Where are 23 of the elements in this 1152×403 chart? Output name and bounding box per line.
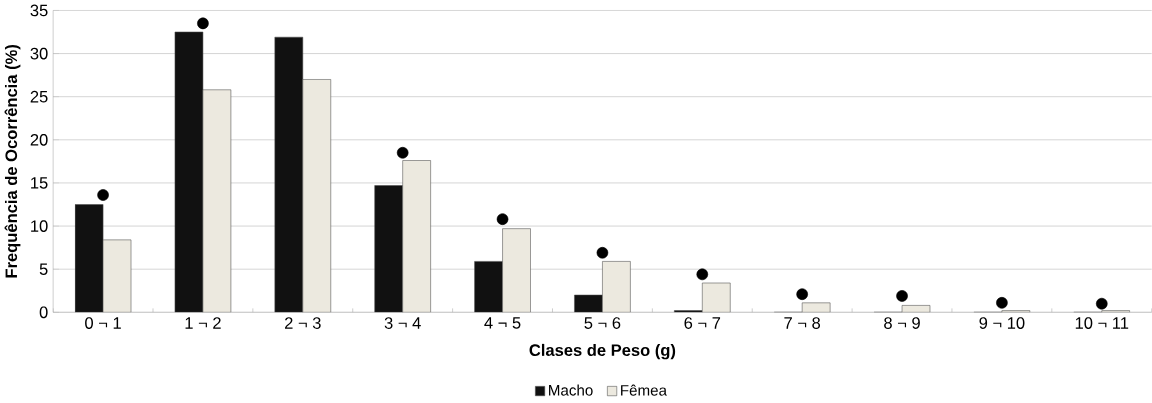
y-tick-label: 15 bbox=[31, 177, 48, 189]
y-tick-label: 30 bbox=[30, 47, 48, 60]
legend-label: Fêmea bbox=[621, 384, 667, 396]
y-tick-label: 0 bbox=[39, 306, 48, 319]
x-tick-label: 7 ¬ 8 bbox=[784, 317, 821, 329]
x-tick-label: 8 ¬ 9 bbox=[884, 317, 920, 329]
y-axis-title: Frequência de Ocorrência (%) bbox=[4, 44, 21, 278]
x-tick-label: 10 ¬ 11 bbox=[1075, 317, 1129, 329]
y-tick-label: 20 bbox=[30, 133, 48, 146]
x-tick-label: 5 ¬ 6 bbox=[584, 317, 621, 329]
y-tick-label: 35 bbox=[30, 4, 48, 17]
y-tick-label: 5 bbox=[39, 263, 48, 275]
y-tick-label: 10 bbox=[31, 220, 48, 232]
x-tick-label: 4 ¬ 5 bbox=[484, 317, 521, 329]
legend-label: Macho bbox=[549, 384, 593, 396]
x-tick-label: 9 ¬ 10 bbox=[979, 317, 1025, 329]
x-tick-label: 1 ¬ 2 bbox=[185, 317, 221, 329]
x-axis-title: Clases de Peso (g) bbox=[529, 343, 676, 360]
y-tick-label: 25 bbox=[30, 90, 48, 103]
x-tick-label: 3 ¬ 4 bbox=[384, 317, 421, 329]
x-tick-label: 6 ¬ 7 bbox=[684, 317, 721, 329]
x-tick-label: 0 ¬ 1 bbox=[85, 317, 121, 329]
x-tick-label: 2 ¬ 3 bbox=[285, 317, 321, 329]
